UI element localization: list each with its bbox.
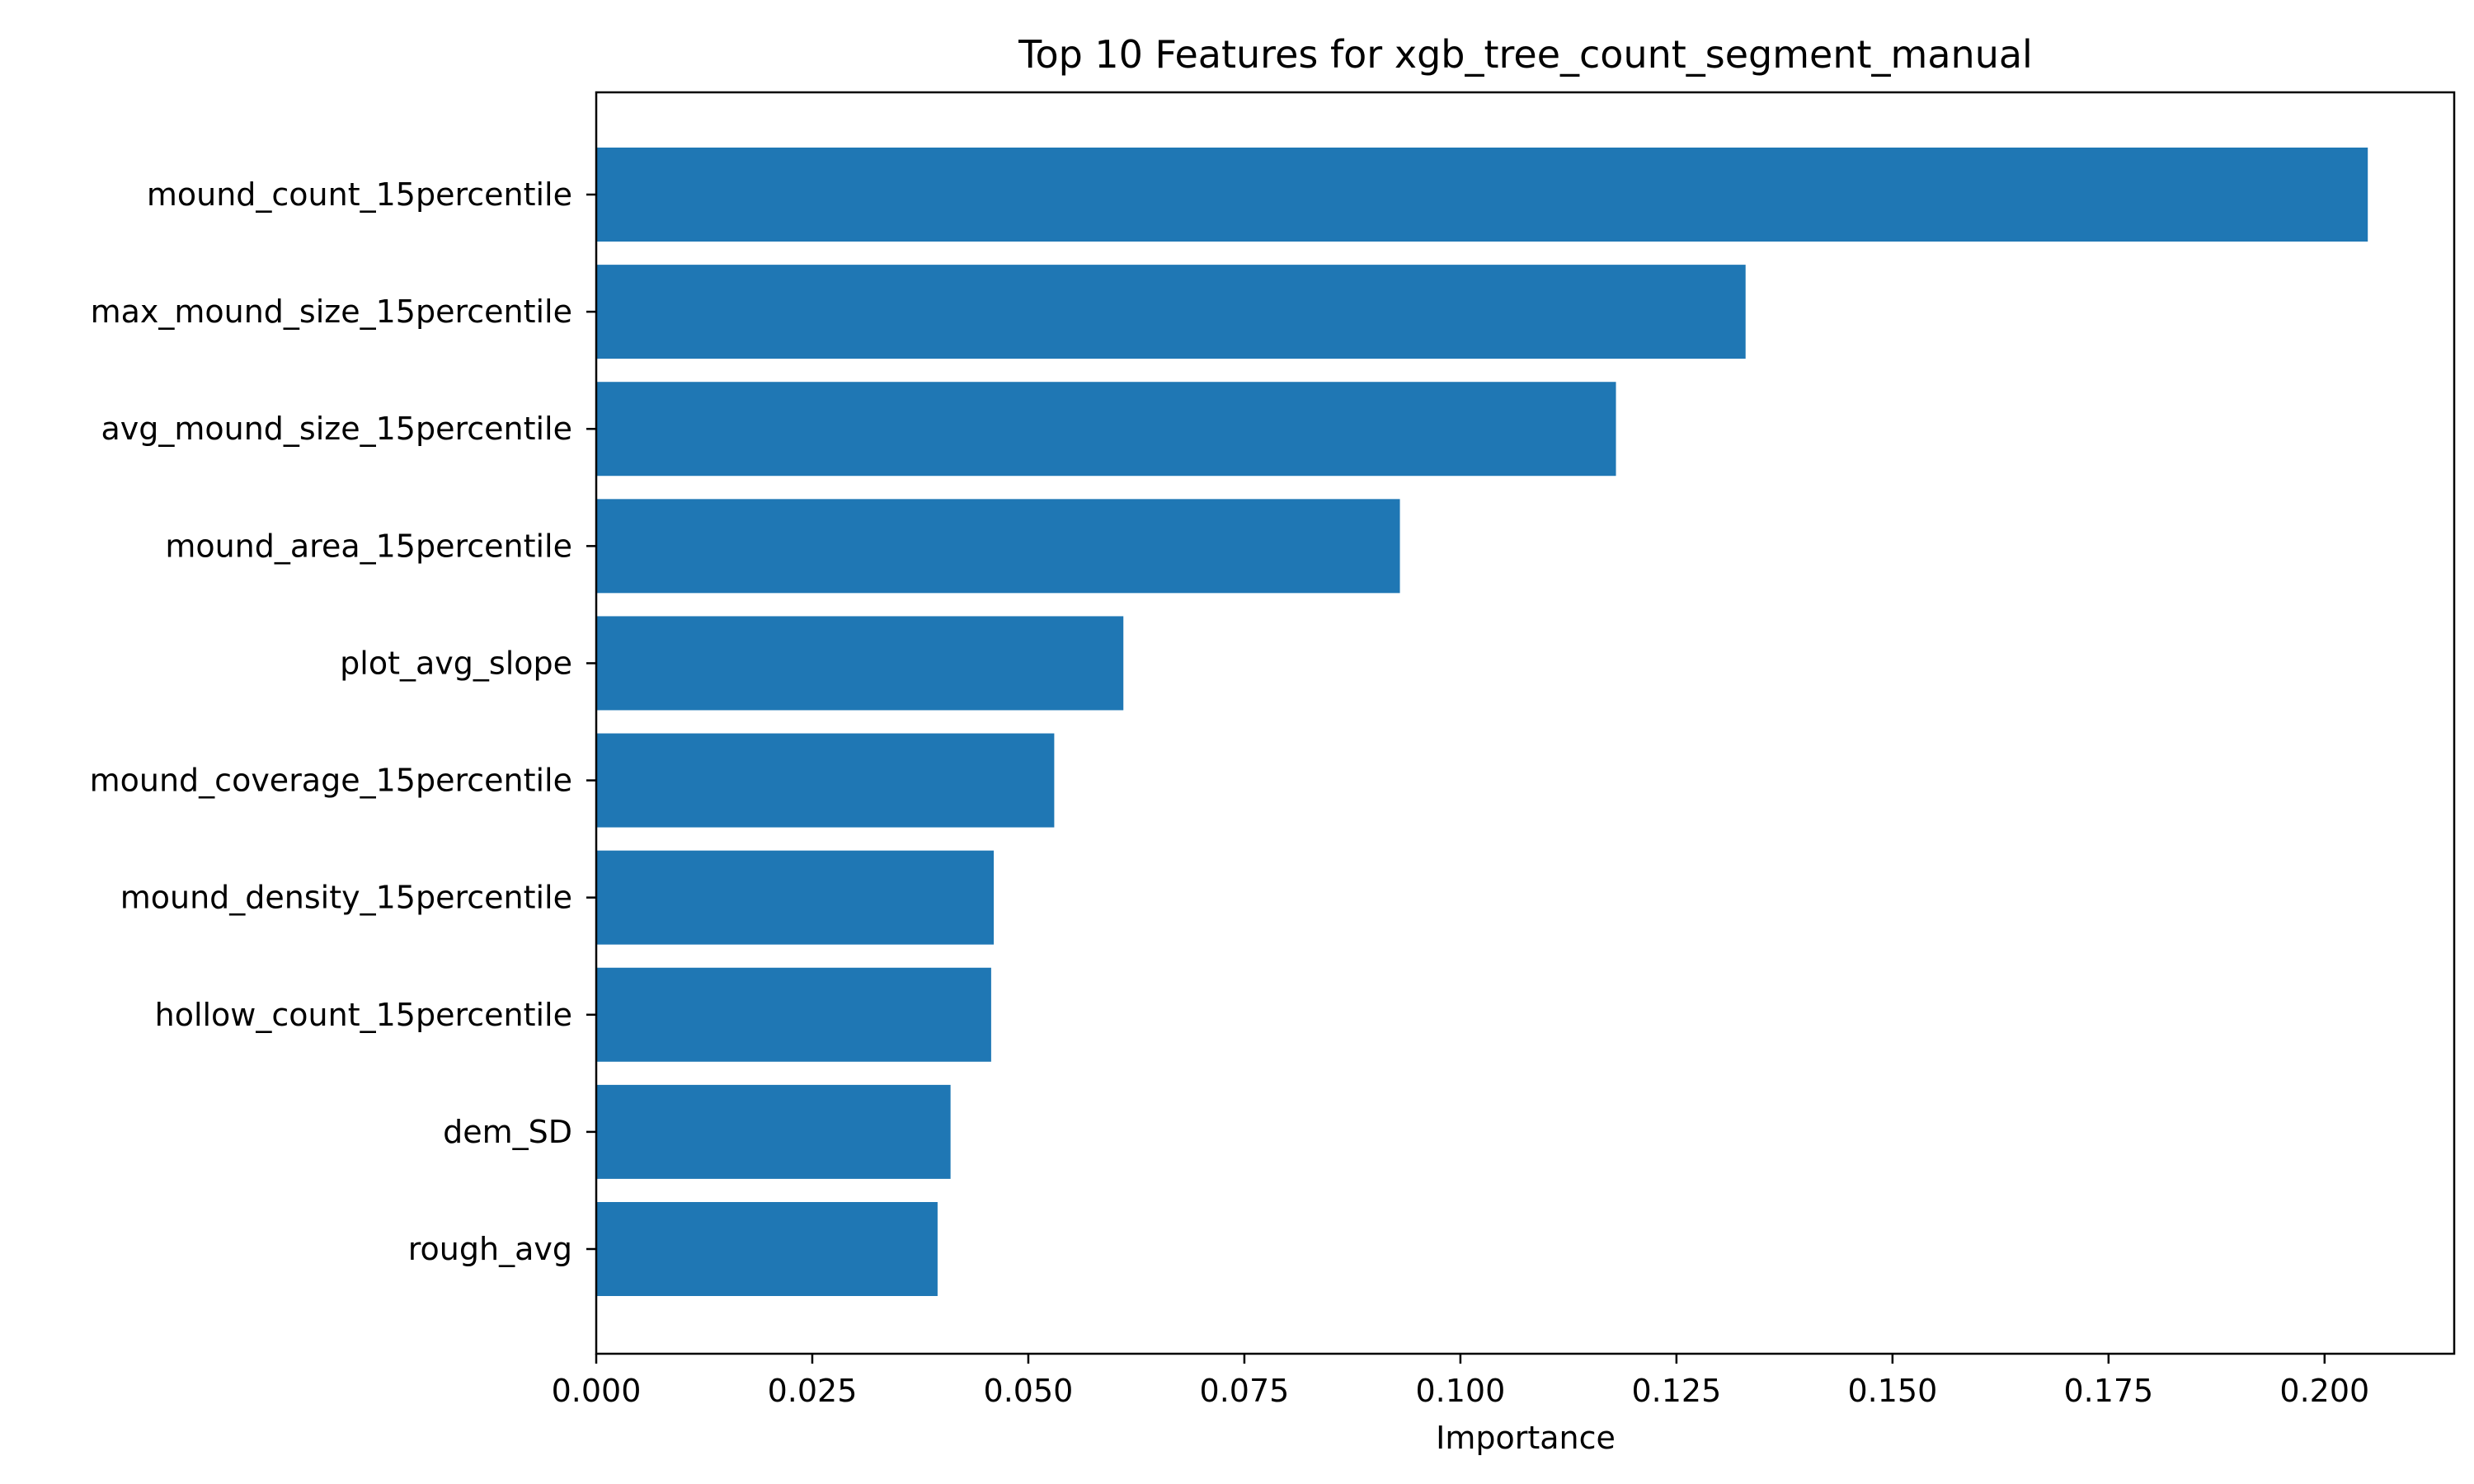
y-axis: mound_count_15percentile max_mound_size_1… (90, 176, 596, 1267)
y-tick-label: max_mound_size_15percentile (91, 294, 572, 330)
y-tick-label: hollow_count_15percentile (155, 997, 572, 1033)
y-tick-label: rough_avg (408, 1231, 572, 1267)
y-tick-label: plot_avg_slope (340, 645, 572, 681)
bar-hollow-count-15percentile (596, 967, 991, 1062)
x-tick-label: 0.050 (984, 1373, 1074, 1409)
bar-mound-density-15percentile (596, 850, 995, 945)
x-tick-label: 0.150 (1847, 1373, 1937, 1409)
chart-title: Top 10 Features for xgb_tree_count_segme… (1018, 32, 2033, 77)
y-tick-label: dem_SD (443, 1114, 572, 1150)
x-tick-label: 0.200 (2279, 1373, 2369, 1409)
bar-dem-sd (596, 1084, 951, 1179)
x-tick-label: 0.125 (1631, 1373, 1721, 1409)
bar-mound-coverage-15percentile (596, 733, 1055, 828)
bar-avg-mound-size-15percentile (596, 382, 1616, 477)
x-tick-label: 0.100 (1416, 1373, 1506, 1409)
plot-frame (595, 91, 2456, 1355)
y-tick-label: mound_coverage_15percentile (90, 763, 572, 799)
y-tick-label: mound_density_15percentile (120, 880, 572, 916)
x-tick-label: 0.000 (552, 1373, 642, 1409)
x-axis-label: Importance (1436, 1420, 1616, 1456)
bar-mound-area-15percentile (596, 499, 1400, 594)
bar-mound-count-15percentile (596, 148, 2368, 242)
bar-rough-avg (596, 1202, 938, 1296)
bar-plot-avg-slope (596, 616, 1124, 711)
bars-layer (596, 148, 2368, 1296)
y-tick-label: avg_mound_size_15percentile (101, 411, 572, 447)
y-tick-label: mound_count_15percentile (147, 176, 572, 213)
x-axis: 0.000 0.025 0.050 0.075 0.100 0.125 0.150 0.175… (552, 1354, 2369, 1409)
x-tick-label: 0.175 (2063, 1373, 2153, 1409)
bar-max-mound-size-15percentile (596, 265, 1746, 359)
x-tick-label: 0.025 (768, 1373, 858, 1409)
y-tick-label: mound_area_15percentile (165, 528, 572, 564)
x-tick-label: 0.075 (1200, 1373, 1290, 1409)
